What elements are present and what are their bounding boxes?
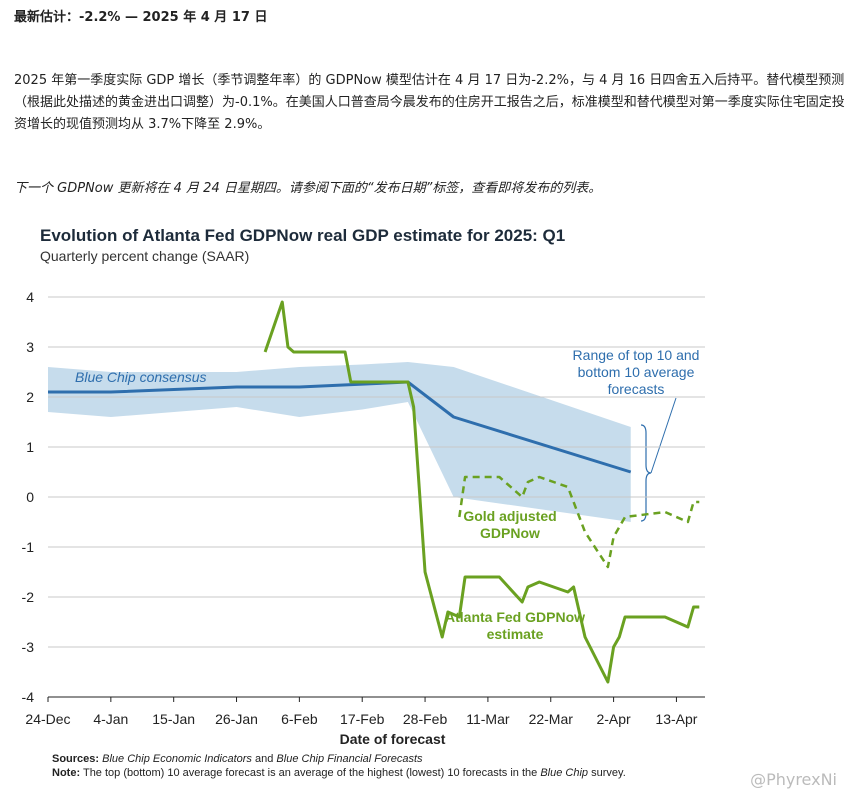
chart-subtitle: Quarterly percent change (SAAR) <box>40 248 250 264</box>
series-line <box>48 380 632 474</box>
next-update: 下一个 GDPNow 更新将在 4 月 24 日星期四。请参阅下面的“发布日期”… <box>14 181 602 196</box>
y-tick-label: 2 <box>26 389 34 405</box>
leader-line <box>650 397 677 474</box>
x-tick-label: 28-Feb <box>403 711 448 727</box>
x-tick-label: 11-Mar <box>466 711 510 727</box>
note: Note: The top (bottom) 10 average foreca… <box>52 766 692 780</box>
source-and: and <box>255 753 274 765</box>
sources-label: Sources: <box>52 753 100 765</box>
note-italic: Blue Chip <box>540 767 589 779</box>
x-tick-label: 22-Mar <box>529 711 574 727</box>
heading: 最新估计：-2.2% — 2025 年 4 月 17 日 <box>14 10 268 25</box>
series-line <box>458 475 700 569</box>
x-tick-label: 26-Jan <box>215 711 258 727</box>
bracket <box>640 424 652 522</box>
y-tick-label: 3 <box>26 339 34 355</box>
range-band <box>48 362 631 522</box>
x-axis-label: Date of forecast <box>340 731 446 747</box>
y-tick-label: -1 <box>22 539 35 555</box>
note-text: The top (bottom) 10 average forecast is … <box>82 767 538 779</box>
y-tick-label: -2 <box>22 589 35 605</box>
source-title: Blue Chip Economic Indicators <box>102 753 252 765</box>
x-tick-label: 17-Feb <box>340 711 385 727</box>
x-tick-label: 4-Jan <box>93 711 128 727</box>
y-tick-label: -4 <box>22 689 35 705</box>
x-tick-label: 15-Jan <box>152 711 195 727</box>
y-tick-label: 0 <box>26 489 34 505</box>
x-tick-label: 13-Apr <box>655 711 697 727</box>
y-tick-label: 4 <box>26 289 34 305</box>
x-tick-label: 24-Dec <box>25 711 70 727</box>
series-label: Blue Chip consensus <box>75 369 207 385</box>
series-line <box>263 300 700 684</box>
chart-title: Evolution of Atlanta Fed GDPNow real GDP… <box>40 226 566 245</box>
x-tick-label: 2-Apr <box>596 711 631 727</box>
x-tick-label: 6-Feb <box>281 711 318 727</box>
series-label: Gold adjusted GDPNow <box>463 508 557 541</box>
band-label: Range of top 10 and bottom 10 average fo… <box>572 347 700 397</box>
chart-notes: Sources: Blue Chip Economic Indicators a… <box>52 752 692 780</box>
y-tick-label: 1 <box>26 439 34 455</box>
source-title: Blue Chip Financial Forecasts <box>276 753 423 765</box>
note-end: survey. <box>591 767 626 779</box>
paragraph: 2025 年第一季度实际 GDP 增长（季节调整年率）的 GDPNow 模型估计… <box>14 73 845 132</box>
y-tick-label: -3 <box>22 639 35 655</box>
note-label: Note: <box>52 767 81 779</box>
series-label: Atlanta Fed GDPNow estimate <box>445 609 586 642</box>
watermark: @PhyrexNi <box>750 770 837 789</box>
sources: Sources: Blue Chip Economic Indicators a… <box>52 752 692 766</box>
